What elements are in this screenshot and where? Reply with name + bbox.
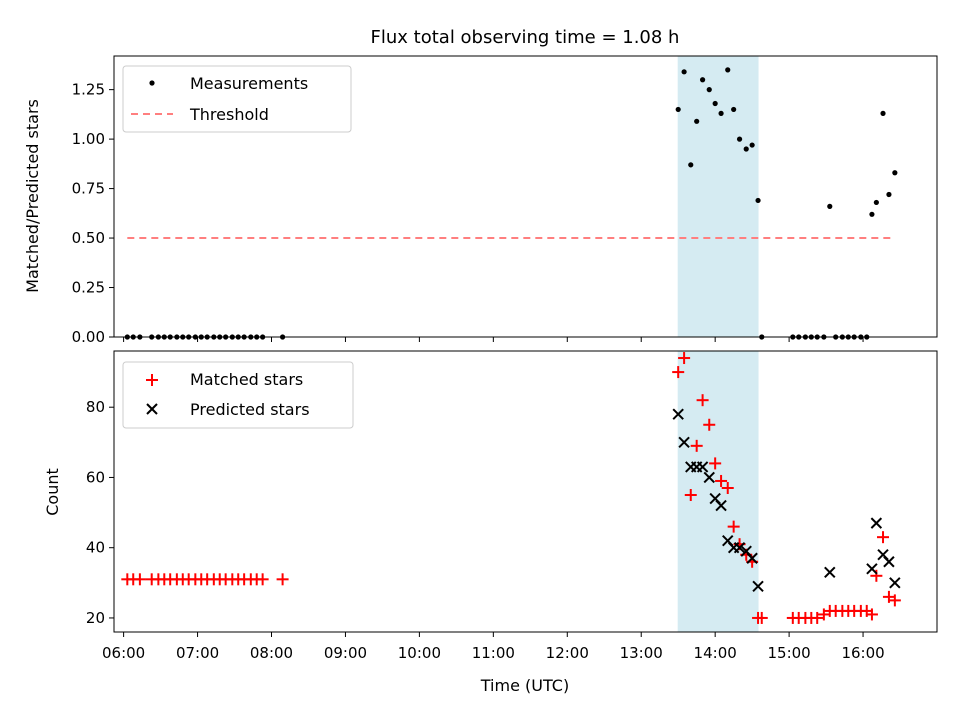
measurement-point <box>886 191 892 198</box>
bottom-y-label: Count <box>43 468 62 516</box>
measurement-point <box>873 199 879 206</box>
y-tick-label: 0.75 <box>72 180 105 198</box>
x-tick-label: 08:00 <box>250 644 293 662</box>
matched-star-point <box>870 569 883 582</box>
measurement-point <box>755 197 761 204</box>
measurement-point <box>718 110 724 116</box>
bottom-x-label: Time (UTC) <box>480 676 569 695</box>
top-y-label: Matched/Predicted stars <box>23 99 42 293</box>
matched-star-point <box>811 611 824 624</box>
measurement-point <box>712 100 718 107</box>
y-tick-label: 40 <box>86 539 105 557</box>
bottom-legend: Matched stars Predicted stars <box>122 361 354 429</box>
y-tick-label: 0.00 <box>72 328 105 346</box>
measurement-point <box>749 142 755 148</box>
measurement-point <box>706 87 712 93</box>
x-tick-label: 13:00 <box>620 644 663 662</box>
x-tick-label: 15:00 <box>767 644 810 662</box>
matched-star-point <box>721 481 734 494</box>
matched-star-point <box>703 418 716 431</box>
predicted-star-point <box>752 580 764 593</box>
matched-star-point <box>684 489 697 502</box>
predicted-star-point <box>870 517 883 529</box>
predicted-star-point <box>715 499 727 512</box>
measurement-point <box>688 162 694 168</box>
measurement-point <box>827 203 833 209</box>
matched-star-point <box>877 531 890 544</box>
predicted-star-point <box>883 556 895 568</box>
measurement-point <box>681 69 687 75</box>
matched-star-point <box>696 394 709 407</box>
y-tick-label: 0.50 <box>72 229 105 247</box>
x-tick-label: 09:00 <box>324 644 367 662</box>
observing-span-top <box>677 55 759 338</box>
legend-label-measurements: Measurements <box>190 74 308 93</box>
matched-star-point <box>888 594 901 607</box>
chart-title: Flux total observing time = 1.08 h <box>371 27 680 48</box>
y-tick-label: 0.25 <box>72 279 105 297</box>
measurement-point <box>743 146 749 152</box>
legend-marker-matched <box>146 374 158 386</box>
matched-star-point <box>678 352 691 365</box>
y-tick-label: 1.25 <box>72 81 105 99</box>
bottom-axes: 20 40 60 80 06:00 07:00 08:00 09:00 10:00 11:00 1… <box>43 350 938 695</box>
bottom-x-ticks: 06:00 07:00 08:00 09:00 10:00 11:00 12:00 13:00… <box>102 632 885 662</box>
measurement-point <box>892 170 898 176</box>
top-y-ticks: 0.00 0.25 0.50 0.75 1.00 1.25 <box>72 81 114 346</box>
matched-star-point <box>672 366 685 379</box>
legend-label-predicted: Predicted stars <box>190 400 310 419</box>
y-tick-label: 20 <box>86 609 105 627</box>
predicted-star-point <box>696 461 709 473</box>
matched-star-point <box>727 520 740 533</box>
matched-star-point <box>256 573 269 586</box>
x-tick-label: 10:00 <box>398 644 441 662</box>
x-tick-label: 07:00 <box>176 644 219 662</box>
top-axes: 0.00 0.25 0.50 0.75 1.00 1.25 Matched/Predict… <box>23 55 938 346</box>
measurement-points <box>124 67 898 340</box>
matched-star-point <box>715 474 728 487</box>
predicted-star-point <box>866 563 878 575</box>
measurement-point <box>675 106 681 113</box>
matched-star-point <box>276 573 289 586</box>
matched-star-point <box>690 439 703 452</box>
x-tick-label: 14:00 <box>694 644 737 662</box>
predicted-star-point <box>703 471 715 484</box>
legend-label-matched: Matched stars <box>190 370 303 389</box>
measurement-point <box>731 106 737 113</box>
legend-label-threshold: Threshold <box>189 105 269 124</box>
x-tick-label: 16:00 <box>841 644 884 662</box>
measurement-point <box>694 118 700 124</box>
measurement-point <box>736 136 743 142</box>
top-axes-frame <box>113 55 938 338</box>
x-tick-label: 11:00 <box>472 644 515 662</box>
measurement-point <box>880 110 886 116</box>
predicted-star-point <box>678 436 690 449</box>
legend-marker-predicted <box>146 403 158 415</box>
predicted-star-point <box>746 552 758 564</box>
bottom-axes-frame <box>113 350 938 633</box>
matched-star-point <box>865 608 878 621</box>
measurement-point <box>725 67 731 73</box>
predicted-star-point <box>824 566 836 578</box>
predicted-star-points <box>672 408 901 593</box>
matched-star-points <box>121 352 901 624</box>
y-tick-label: 60 <box>86 468 105 486</box>
predicted-star-point <box>889 577 901 589</box>
matched-star-point <box>755 611 768 624</box>
y-tick-label: 80 <box>86 398 105 416</box>
measurement-point <box>699 77 706 83</box>
measurement-point <box>869 211 875 217</box>
y-tick-label: 1.00 <box>72 130 105 148</box>
top-legend: Measurements Threshold <box>122 65 352 133</box>
bottom-y-ticks: 20 40 60 80 <box>86 398 114 627</box>
matched-star-point <box>133 573 146 586</box>
matched-star-point <box>709 457 722 470</box>
predicted-star-point <box>672 408 684 420</box>
top-x-ticks <box>123 337 864 342</box>
legend-marker-measurements <box>149 80 155 86</box>
x-tick-label: 06:00 <box>102 644 145 662</box>
x-tick-label: 12:00 <box>546 644 589 662</box>
predicted-star-point <box>733 541 746 554</box>
